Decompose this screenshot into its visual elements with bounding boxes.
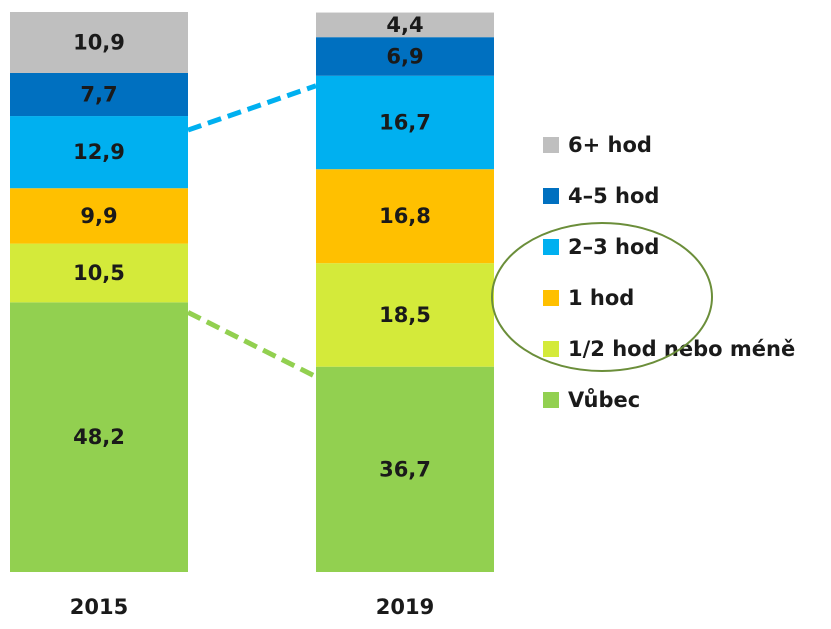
data-label: 6,9	[386, 44, 423, 68]
data-label: 4,4	[386, 13, 423, 37]
bar-segment	[316, 169, 494, 264]
x-tick-label: 2019	[376, 595, 434, 619]
connector	[186, 310, 318, 379]
bar-segment	[316, 263, 494, 367]
data-label: 7,7	[80, 83, 117, 107]
bar-segment	[10, 302, 188, 572]
bar-segment	[10, 116, 188, 189]
bar-segment	[10, 243, 188, 303]
legend-swatch	[543, 137, 559, 153]
bar-segment	[316, 12, 494, 38]
bar-segment	[10, 188, 188, 244]
bars: 48,2 10,5 9,9 12,9 7,7 10,9 2015 36,7 18,5 16,8 16…	[10, 12, 494, 619]
data-label: 12,9	[73, 140, 125, 164]
data-label: 16,7	[379, 110, 431, 134]
legend-label: 1 hod	[568, 286, 634, 310]
data-label: 16,8	[379, 204, 431, 228]
data-label: 10,5	[73, 261, 125, 285]
legend-label: 2–3 hod	[568, 235, 659, 259]
legend-swatch	[543, 239, 559, 255]
connector	[187, 83, 317, 133]
bar-segment	[10, 72, 188, 117]
bar-segment	[316, 366, 494, 572]
data-label: 18,5	[379, 303, 431, 327]
x-tick-label: 2015	[70, 595, 128, 619]
data-label: 10,9	[73, 30, 125, 54]
legend-label: Vůbec	[568, 388, 640, 412]
legend-label: 4–5 hod	[568, 184, 659, 208]
data-label: 48,2	[73, 425, 125, 449]
legend-swatch	[543, 290, 559, 306]
data-label: 36,7	[379, 457, 431, 481]
bar-segment	[316, 37, 494, 76]
bar-segment	[10, 12, 188, 73]
data-label: 9,9	[80, 204, 117, 228]
legend-swatch	[543, 392, 559, 408]
legend-swatch	[543, 188, 559, 204]
legend-label: 6+ hod	[568, 133, 652, 157]
legend-swatch	[543, 341, 559, 357]
bar-segment	[316, 75, 494, 170]
highlight-ellipse	[491, 222, 713, 372]
